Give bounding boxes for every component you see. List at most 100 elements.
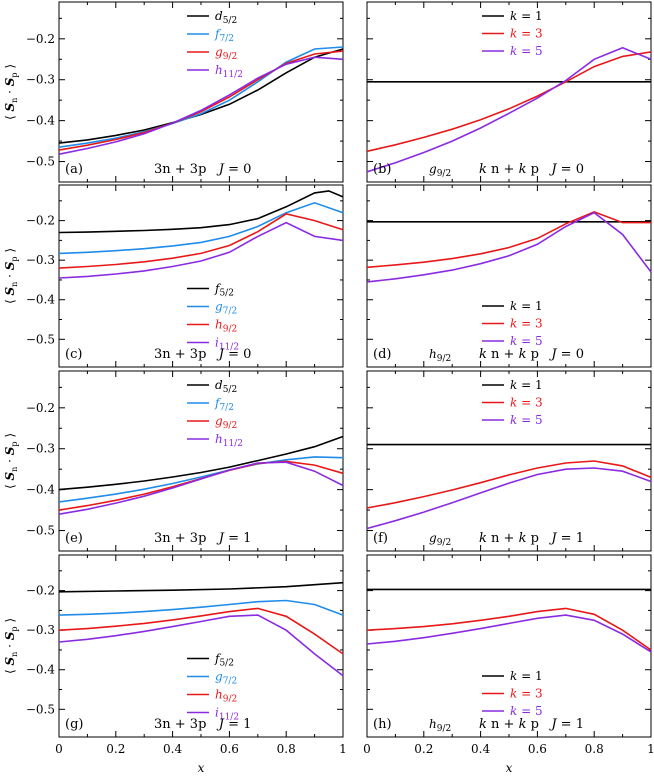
series-line-i11-2: [58, 614, 344, 677]
series-line-f5-2: [58, 190, 344, 234]
legend-entry: f5/2: [214, 652, 234, 669]
panel-annotation: 3n + 3p J = 1: [154, 531, 251, 546]
y-tick-label: −0.5: [26, 702, 55, 716]
x-tick-label: 0.8: [277, 742, 296, 756]
legend-entry: f7/2: [214, 27, 234, 44]
plot-frame: [58, 1, 344, 183]
series-line-h9-2: [58, 607, 344, 655]
series-line-f5-2: [58, 581, 344, 593]
series-line-k---5: [366, 614, 652, 653]
series-line-k---3: [366, 51, 652, 153]
orbital-label: h9/2: [429, 717, 451, 734]
series-line-i11-2: [58, 221, 344, 279]
legend-entry: k = 3: [510, 27, 543, 41]
x-tick-label: 0.4: [163, 742, 182, 756]
legend-entry: k = 1: [510, 9, 543, 23]
y-tick-label: −0.3: [26, 623, 55, 637]
x-tick-label: 0.8: [585, 742, 604, 756]
series-line-f7-2: [58, 456, 344, 503]
y-tick-label: −0.2: [26, 214, 55, 228]
panel-label: (d): [373, 347, 391, 362]
panel-annotation: k n + k p J = 0: [479, 162, 584, 177]
panel-b: k = 1 k = 3 k = 5 (b) g9/2 k n + k p J = 0: [366, 1, 652, 183]
legend-entry: k = 3: [510, 317, 543, 331]
plot-frame: [58, 370, 344, 552]
panel-label: (e): [65, 531, 83, 546]
legend-entry: i11/2: [215, 336, 239, 353]
y-tick-label: −0.5: [26, 155, 55, 169]
panel-label: (h): [373, 717, 392, 732]
y-tick-label: −0.4: [26, 293, 56, 307]
x-tick-label: 0.4: [471, 742, 490, 756]
legend-entry: g9/2: [215, 414, 237, 431]
x-tick-label: 0.6: [528, 742, 547, 756]
series-line-h9-2: [58, 213, 344, 269]
panel-annotation: k n + k p J = 1: [479, 531, 584, 546]
series-line-k---3: [366, 460, 652, 509]
panel-label: (a): [65, 162, 83, 177]
panel-annotation: 3n + 3p J = 0: [154, 347, 251, 362]
y-axis-label: ⟨ Sn · Sp ⟩: [3, 618, 19, 674]
panel-annotation: k n + k p J = 0: [479, 347, 584, 362]
plot-frame: [58, 554, 344, 738]
y-axis-label: ⟨ Sn · Sp ⟩: [3, 64, 19, 120]
orbital-label: h9/2: [429, 347, 451, 364]
y-tick-label: −0.4: [26, 114, 56, 128]
x-tick-label: 0.2: [414, 742, 433, 756]
x-axis-label-right: x: [506, 761, 513, 775]
legend-entry: f7/2: [214, 396, 234, 413]
series-line-k---3: [366, 607, 652, 651]
y-tick-label: −0.2: [26, 584, 55, 598]
series-line-k---3: [366, 211, 651, 269]
legend-entry: k = 1: [510, 299, 543, 313]
legend-entry: h11/2: [215, 63, 243, 80]
x-tick-label: 1: [339, 742, 347, 756]
series-line-k---5: [366, 211, 652, 283]
legend-entry: g9/2: [215, 45, 237, 62]
y-axis-label: ⟨ Sn · Sp ⟩: [3, 248, 19, 304]
legend-entry: k = 5: [510, 44, 543, 58]
y-tick-label: −0.2: [26, 401, 55, 415]
legend-entry: f5/2: [214, 282, 234, 299]
y-tick-label: −0.4: [26, 483, 56, 497]
y-tick-label: −0.2: [26, 32, 55, 46]
x-tick-label: 0.2: [106, 742, 125, 756]
x-axis-label-left: x: [198, 761, 205, 775]
panel-d: k = 1 k = 3 k = 5 (d) h9/2 k n + k p J = 0: [366, 184, 652, 368]
panel-h: 0 0.2 0.4 0.6 0.8 1 k = 1 k = 3 k = 5 (h) h9/2 k n …: [363, 554, 654, 756]
series-line-k---5: [366, 46, 652, 173]
legend-entry: k = 5: [510, 334, 543, 348]
y-axis-label: ⟨ Sn · Sp ⟩: [3, 433, 19, 489]
x-tick-label: 0: [363, 742, 371, 756]
y-tick-label: −0.5: [26, 524, 55, 538]
plot-frame: [366, 554, 652, 738]
plot-frame: [366, 1, 652, 183]
series-line-f7-2: [58, 46, 344, 148]
y-tick-label: −0.3: [26, 253, 55, 267]
y-tick-label: −0.3: [26, 73, 55, 87]
legend-entry: h9/2: [215, 318, 237, 335]
panel-label: (f): [373, 531, 388, 546]
y-tick-label: −0.4: [26, 663, 56, 677]
panel-annotation: 3n + 3p J = 0: [154, 162, 251, 177]
x-tick-label: 1: [647, 742, 654, 756]
series-line-d5-2: [58, 48, 344, 144]
series-line-d5-2: [58, 435, 344, 491]
legend-entry: g7/2: [215, 300, 237, 317]
legend-entry: k = 3: [510, 687, 543, 701]
legend-entry: h9/2: [215, 688, 237, 705]
legend-entry: d5/2: [215, 378, 237, 395]
orbital-label: g9/2: [429, 162, 451, 179]
plot-frame: [366, 370, 652, 552]
y-tick-label: −0.3: [26, 442, 55, 456]
panel-g: −0.2 −0.3 −0.4 −0.5 0 0.2 0.4 0.6 0.8 1 f5/2g7/2h9…: [3, 554, 347, 756]
panel-annotation: k n + k p J = 1: [479, 717, 584, 732]
legend-entry: h11/2: [215, 432, 243, 449]
legend-entry: k = 5: [510, 704, 543, 718]
legend-entry: i11/2: [215, 706, 239, 723]
legend-entry: d5/2: [215, 9, 237, 26]
